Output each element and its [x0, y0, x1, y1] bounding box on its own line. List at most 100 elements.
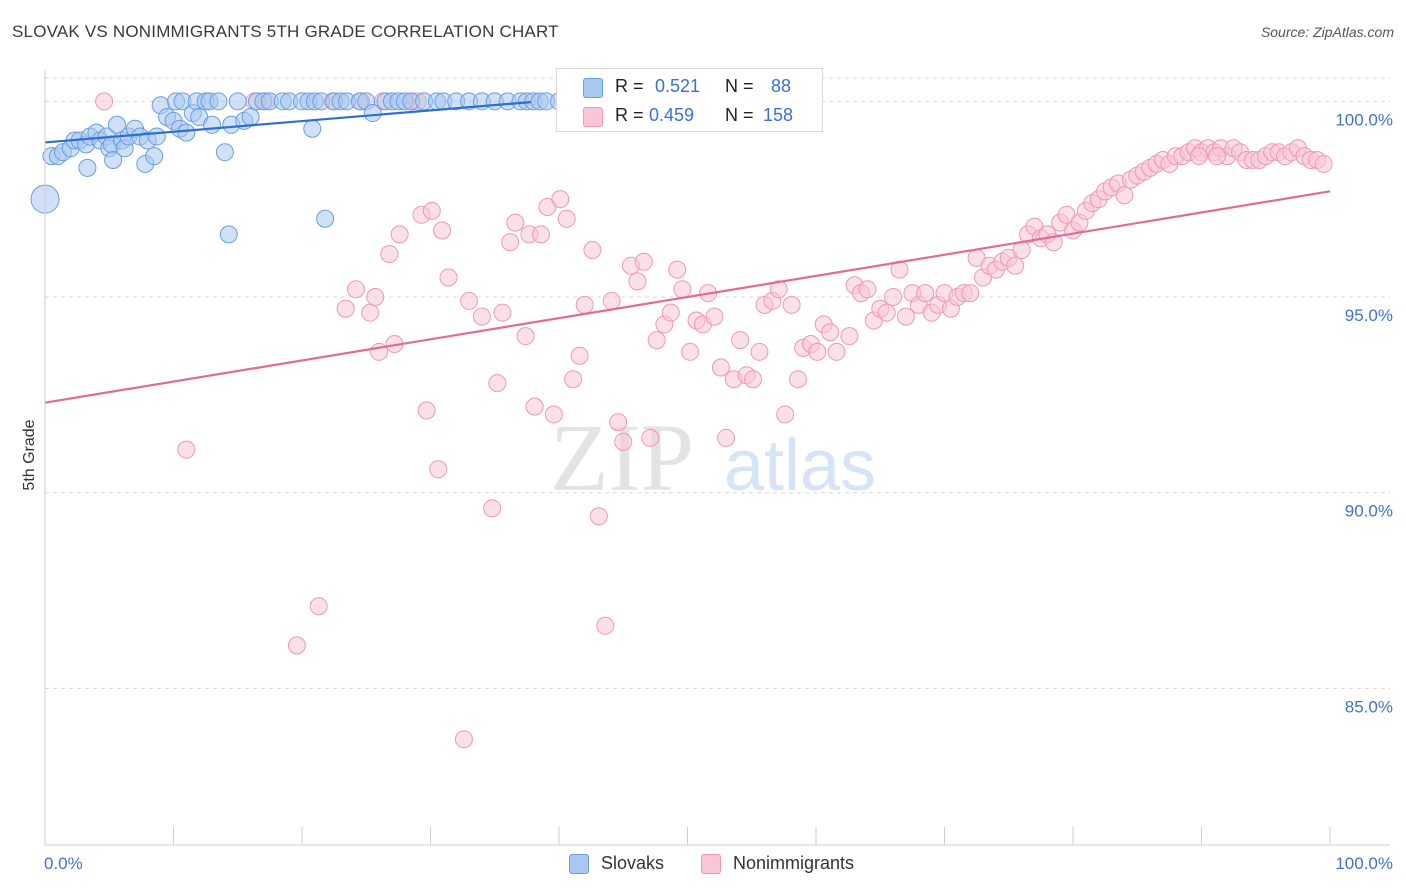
nonimmigrants-point: [493, 303, 512, 322]
nonimmigrants-point: [390, 225, 409, 244]
y-axis-label: 5th Grade: [21, 419, 38, 490]
slovaks-point: [228, 92, 247, 111]
nonimmigrants-point: [776, 405, 795, 424]
nonimmigrants-point: [808, 342, 827, 361]
watermark: ZIP atlas: [550, 404, 876, 511]
nonimmigrants-point: [439, 268, 458, 287]
nonimmigrants-point: [1189, 147, 1208, 166]
nonimmigrants-point: [483, 499, 502, 518]
nonimmigrants-point: [717, 428, 736, 447]
slovaks-point: [104, 151, 123, 170]
nonimmigrants-point: [417, 401, 436, 420]
slovaks-point: [209, 92, 228, 111]
nonimmigrants-point: [731, 331, 750, 350]
nonimmigrants-point: [454, 730, 473, 749]
slovaks-point: [78, 158, 97, 177]
nonimmigrants-point: [884, 288, 903, 307]
nonimmigrants-point: [641, 428, 660, 447]
legend-n-label: N =: [725, 105, 754, 125]
nonimmigrants-points: [95, 92, 1333, 749]
nonimmigrants-point: [1115, 186, 1134, 205]
correlation-legend: R = 0.521 N = 88 R = 0.459 N = 158: [556, 68, 823, 132]
legend-r-label: R =: [615, 105, 644, 125]
nonimmigrants-point: [789, 370, 808, 389]
nonimmigrants-point: [564, 370, 583, 389]
nonimmigrants-point: [516, 327, 535, 346]
bottom-legend-label: Nonimmigrants: [733, 853, 855, 873]
nonimmigrants-point: [705, 307, 724, 326]
nonimmigrants-point: [557, 209, 576, 228]
legend-row-slovaks: R = 0.521 N = 88: [557, 71, 822, 101]
nonimmigrants-point: [346, 280, 365, 299]
nonimmigrants-point: [782, 295, 801, 314]
legend-swatch-slovaks: [583, 78, 603, 98]
nonimmigrants-point: [309, 597, 328, 616]
y-tick-label: 90.0%: [1345, 502, 1393, 521]
nonimmigrants-point: [177, 440, 196, 459]
nonimmigrants-point: [472, 307, 491, 326]
nonimmigrants-point: [602, 291, 621, 310]
legend-r-label: R =: [615, 76, 644, 96]
nonimmigrants-point: [840, 327, 859, 346]
nonimmigrants-point: [366, 288, 385, 307]
nonimmigrants-point: [532, 225, 551, 244]
slovaks-point: [303, 119, 322, 138]
nonimmigrants-point: [1207, 147, 1226, 166]
nonimmigrants-point: [711, 358, 730, 377]
nonimmigrants-point: [858, 280, 877, 299]
nonimmigrants-point: [1006, 256, 1025, 275]
nonimmigrants-point: [433, 221, 452, 240]
nonimmigrants-point: [647, 331, 666, 350]
nonimmigrants-point: [769, 280, 788, 299]
nonimmigrants-point: [287, 636, 306, 655]
axes: 100.0% 95.0% 90.0% 85.0% 0.0% 100.0%: [44, 70, 1393, 873]
nonimmigrants-point: [583, 241, 602, 260]
slovaks-point: [219, 225, 238, 244]
nonimmigrants-point: [525, 397, 544, 416]
slovaks-point: [316, 209, 335, 228]
legend-n-value: 158: [763, 105, 794, 125]
bottom-legend-swatch-nonimmigrants: [701, 854, 721, 874]
trend-lines: [44, 100, 1331, 404]
y-tick-label: 100.0%: [1335, 110, 1393, 129]
nonimmigrants-point: [961, 284, 980, 303]
bottom-legend-swatch-slovaks: [569, 854, 589, 874]
nonimmigrants-point: [422, 201, 441, 220]
nonimmigrants-point: [429, 460, 448, 479]
nonimmigrants-point: [628, 272, 647, 291]
legend-n-value: 88: [771, 76, 792, 96]
nonimmigrants-point: [1314, 154, 1333, 173]
nonimmigrants-point: [589, 507, 608, 526]
nonimmigrants-point: [336, 299, 355, 318]
nonimmigrants-point: [877, 303, 896, 322]
legend-r-value: 0.521: [655, 76, 701, 96]
legend-r-value: 0.459: [649, 105, 695, 125]
y-tick-label: 95.0%: [1345, 306, 1393, 325]
nonimmigrants-point: [596, 616, 615, 635]
nonimmigrants-point: [673, 280, 692, 299]
y-tick-label: 85.0%: [1345, 697, 1393, 716]
nonimmigrants-point: [744, 370, 763, 389]
chart-title: SLOVAK VS NONIMMIGRANTS 5TH GRADE CORREL…: [12, 22, 559, 41]
nonimmigrants-point: [750, 342, 769, 361]
x-tick-label: 0.0%: [44, 854, 83, 873]
slovaks-trend-line: [44, 100, 531, 144]
nonimmigrants-point: [681, 342, 700, 361]
nonimmigrants-point: [575, 295, 594, 314]
nonimmigrants-point: [488, 374, 507, 393]
nonimmigrants-point: [661, 303, 680, 322]
nonimmigrants-point: [570, 346, 589, 365]
slovaks-point: [147, 127, 166, 146]
legend-row-nonimmigrants: R = 0.459 N = 158: [557, 100, 822, 130]
nonimmigrants-point: [821, 323, 840, 342]
nonimmigrants-point: [634, 252, 653, 271]
slovaks-point: [215, 143, 234, 162]
grid-layer: [45, 77, 1390, 689]
nonimmigrants-point: [551, 190, 570, 209]
x-tick-label: 100.0%: [1335, 854, 1393, 873]
bottom-legend-label: Slovaks: [601, 853, 665, 873]
slovaks-point: [363, 104, 382, 123]
nonimmigrants-point: [506, 213, 525, 232]
nonimmigrants-point: [95, 92, 114, 111]
